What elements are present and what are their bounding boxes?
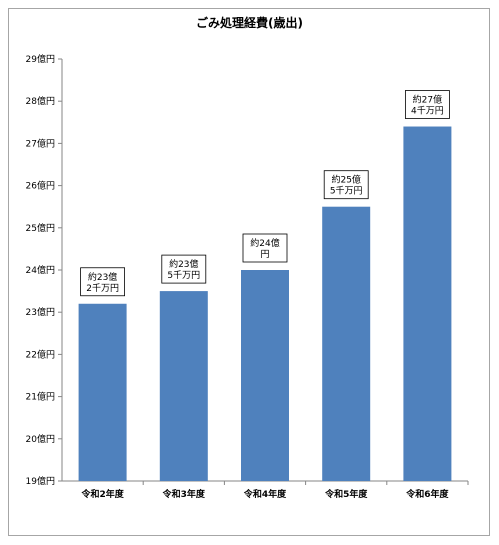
bar	[403, 126, 452, 482]
data-label: 約24億	[250, 237, 279, 249]
data-label-box	[80, 267, 125, 297]
y-tick-label: 20億円	[26, 433, 55, 445]
y-tick-label: 26億円	[26, 180, 55, 192]
data-label: 約25億	[331, 174, 360, 186]
x-tick-label: 令和6年度	[405, 488, 449, 500]
x-tick-label: 令和4年度	[243, 488, 287, 500]
data-label: 約23億	[88, 271, 117, 283]
y-tick-label: 23億円	[26, 306, 55, 318]
y-tick-label: 25億円	[26, 222, 55, 234]
bar	[241, 270, 289, 481]
data-label: 5千万円	[330, 186, 363, 197]
chart-title: ごみ処理経費(歳出)	[196, 16, 303, 30]
data-label-box	[323, 170, 369, 200]
bar	[159, 291, 208, 481]
y-tick-label: 28億円	[26, 95, 55, 107]
x-tick-label: 令和5年度	[324, 488, 368, 500]
y-tick-label: 21億円	[26, 391, 55, 403]
data-label: 約23億	[169, 258, 198, 270]
data-label-box	[161, 254, 207, 284]
data-label: 5千万円	[167, 270, 200, 281]
data-label-box	[404, 90, 450, 119]
bar	[78, 303, 127, 481]
bar	[322, 206, 371, 481]
x-tick-label: 令和3年度	[162, 488, 206, 500]
data-label: 2千万円	[86, 283, 119, 294]
data-label: 円	[260, 249, 269, 260]
x-tick-label: 令和2年度	[80, 488, 124, 500]
data-label: 4千万円	[411, 106, 444, 117]
y-tick-label: 27億円	[26, 137, 55, 149]
data-label: 約27億	[413, 94, 442, 106]
y-tick-label: 19億円	[26, 475, 55, 487]
data-label-box	[242, 233, 288, 263]
y-tick-label: 24億円	[26, 264, 55, 276]
y-tick-label: 29億円	[26, 53, 55, 65]
y-tick-label: 22億円	[26, 348, 55, 360]
